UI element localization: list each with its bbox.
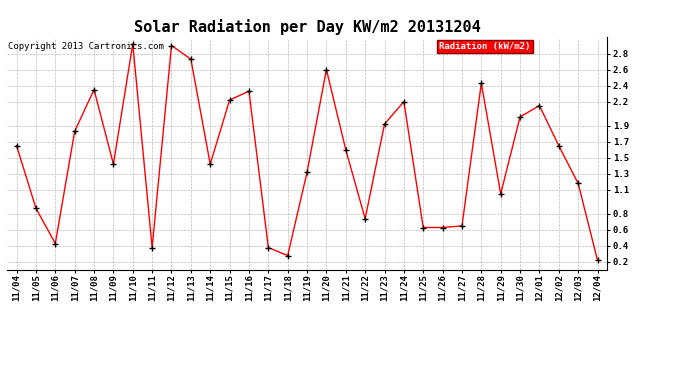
Title: Solar Radiation per Day KW/m2 20131204: Solar Radiation per Day KW/m2 20131204 bbox=[134, 19, 480, 35]
Text: Radiation (kW/m2): Radiation (kW/m2) bbox=[439, 42, 531, 51]
Text: Copyright 2013 Cartronics.com: Copyright 2013 Cartronics.com bbox=[8, 42, 164, 51]
